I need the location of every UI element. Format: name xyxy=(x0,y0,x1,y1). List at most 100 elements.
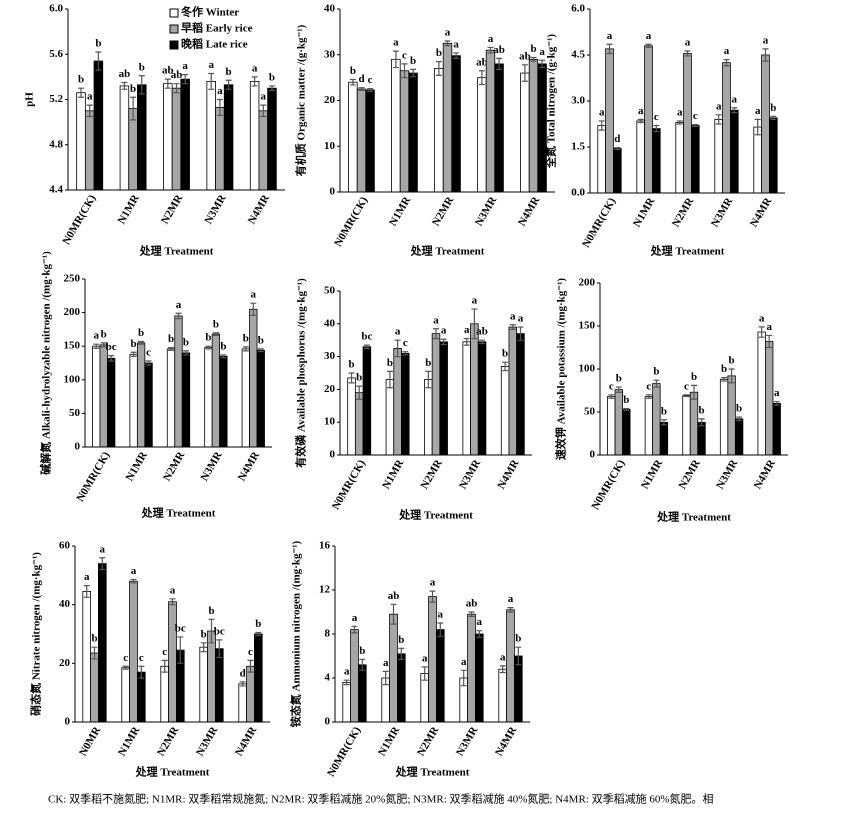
x-tick-label: N0MR xyxy=(77,724,104,758)
error-bar xyxy=(754,118,761,136)
bar xyxy=(391,58,401,193)
x-axis-label: 处理 Treatment xyxy=(395,765,470,779)
bar xyxy=(605,48,614,194)
significance-letter: a xyxy=(716,100,722,112)
significance-letter: b xyxy=(736,403,742,415)
error-bar xyxy=(358,87,365,92)
bar xyxy=(181,352,191,448)
x-tick-label: N0MR(CK) xyxy=(332,194,370,248)
significance-letter: a xyxy=(352,612,358,624)
error-bar xyxy=(762,48,769,62)
error-bar xyxy=(145,360,152,366)
bar xyxy=(424,379,433,456)
x-axis-label: 处理 Treatment xyxy=(141,506,216,520)
significance-letter: a xyxy=(217,85,223,97)
y-axis-label: 有机质 Organic matter /(g·kg⁻¹) xyxy=(294,24,308,176)
error-bar xyxy=(645,43,652,48)
significance-letter: b xyxy=(348,359,354,371)
x-axis-label: 处理 Treatment xyxy=(650,244,725,258)
x-tick-label: N3MR xyxy=(194,724,221,758)
error-bar xyxy=(169,598,176,606)
error-bar xyxy=(637,118,644,124)
legend-label: 早稻 Early rice xyxy=(181,21,253,35)
bar xyxy=(659,421,669,456)
error-bar xyxy=(356,385,363,400)
x-tick-label: N2MR xyxy=(677,457,704,491)
bar xyxy=(431,333,441,456)
significance-letter: a xyxy=(445,27,451,39)
bar xyxy=(136,671,146,723)
bar xyxy=(256,349,265,448)
error-bar xyxy=(182,74,189,85)
y-axis-label: 有效磷 Available phosphorus /(mg·kg⁻¹) xyxy=(294,278,308,468)
significance-letter: ab xyxy=(119,68,131,80)
bar xyxy=(98,563,107,723)
x-tick-label: N0MR(CK) xyxy=(589,457,627,511)
error-bar xyxy=(468,611,475,617)
error-bar xyxy=(402,351,409,356)
significance-letter: bc xyxy=(175,622,186,634)
y-tick-label: 10 xyxy=(324,140,336,152)
significance-letter: d xyxy=(614,133,620,145)
error-bar xyxy=(401,63,408,79)
significance-letter: a xyxy=(677,106,683,118)
y-tick-label: 40 xyxy=(324,3,336,15)
x-tick-label: N1MR xyxy=(380,457,407,491)
bar xyxy=(119,85,130,191)
y-tick-label: 30 xyxy=(324,350,336,362)
bar xyxy=(215,107,225,191)
y-axis-label: 铵态氮 Ammonium nitrogen /(mg·kg⁻¹) xyxy=(289,540,303,727)
x-tick-label: N3MR xyxy=(709,195,736,229)
bar xyxy=(508,326,518,456)
significance-letter: a xyxy=(724,45,730,57)
bar xyxy=(614,389,623,456)
bar xyxy=(434,68,444,193)
significance-letter: b xyxy=(653,366,659,378)
bar xyxy=(408,72,418,193)
bar xyxy=(727,375,736,456)
error-bar xyxy=(99,557,106,571)
significance-letter: a xyxy=(438,609,444,621)
bar xyxy=(357,664,367,723)
significance-letter: c xyxy=(123,652,128,664)
error-bar xyxy=(398,647,405,660)
significance-letter: a xyxy=(252,62,258,74)
y-tick-label: 40 xyxy=(59,598,71,610)
y-axis-label: 全氮 Total nitrogen /(g·kg⁻¹) xyxy=(544,34,558,169)
x-tick-label: N4MR xyxy=(748,195,775,229)
bar xyxy=(199,646,209,723)
y-tick-label: 30 xyxy=(324,48,336,60)
x-tick-label: N4MR xyxy=(516,194,543,228)
x-tick-label: N4MR xyxy=(236,449,263,483)
error-bar xyxy=(392,50,399,69)
x-tick-label: N0MR(CK) xyxy=(74,449,112,503)
x-tick-label: N2MR xyxy=(670,195,697,229)
significance-letter: a xyxy=(393,37,399,49)
error-bar xyxy=(91,646,98,660)
y-tick-label: 100 xyxy=(64,373,81,385)
error-bar xyxy=(429,590,436,603)
bar xyxy=(761,54,770,194)
bar xyxy=(129,353,138,448)
y-tick-label: 4.8 xyxy=(49,138,63,150)
error-bar xyxy=(130,96,137,121)
bar xyxy=(722,62,731,194)
bar xyxy=(348,81,358,193)
error-bar xyxy=(363,344,370,349)
error-bar xyxy=(177,636,184,664)
error-bar xyxy=(394,339,401,358)
bar xyxy=(347,377,356,456)
bar xyxy=(76,92,86,191)
bar xyxy=(514,655,523,723)
significance-letter: a xyxy=(607,30,613,42)
bar xyxy=(128,108,138,191)
bar xyxy=(362,346,372,456)
significance-letter: b xyxy=(398,634,404,646)
y-tick-label: 0 xyxy=(75,441,81,453)
y-tick-label: 4 xyxy=(325,672,331,684)
bar xyxy=(428,596,437,723)
significance-letter: b xyxy=(183,336,189,348)
y-tick-label: 4.5 xyxy=(571,49,585,61)
bar xyxy=(506,609,515,723)
error-bar xyxy=(623,407,630,411)
